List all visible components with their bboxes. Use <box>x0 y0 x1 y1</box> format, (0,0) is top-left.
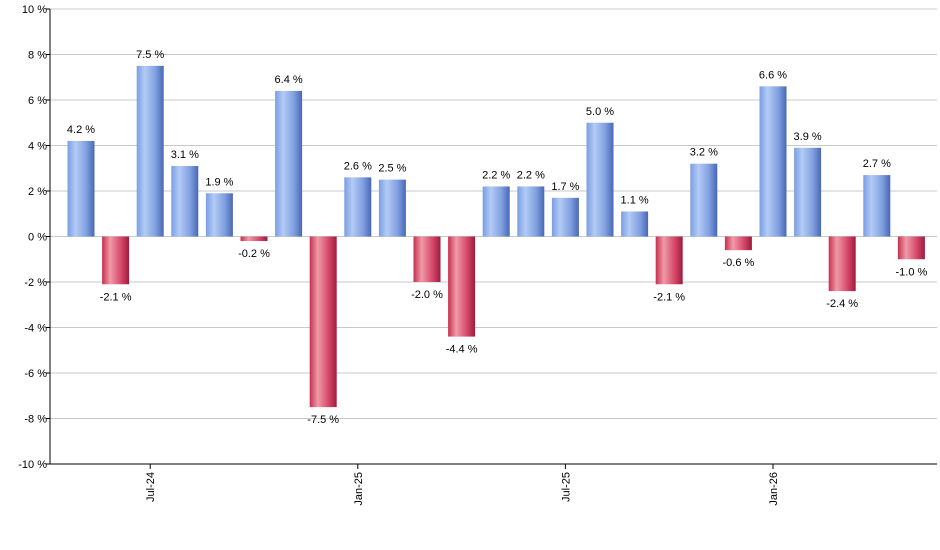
bar <box>378 179 406 237</box>
bar <box>690 163 718 237</box>
data-label: 1.7 % <box>551 181 579 193</box>
data-label: -1.0 % <box>896 266 928 278</box>
bar <box>102 236 130 285</box>
data-label: 2.2 % <box>517 169 545 181</box>
data-label: 1.9 % <box>205 176 233 188</box>
data-label: 2.2 % <box>482 169 510 181</box>
data-label: 2.6 % <box>344 160 372 172</box>
data-label: -0.2 % <box>238 248 270 260</box>
y-tick-label: -8 % <box>24 414 47 426</box>
bar <box>136 65 164 237</box>
data-label: -0.6 % <box>723 257 755 269</box>
data-label: -4.4 % <box>446 344 478 356</box>
bar <box>67 140 95 237</box>
y-tick-label: 2 % <box>28 186 47 198</box>
data-label: -7.5 % <box>307 414 339 426</box>
bar <box>828 236 856 292</box>
data-label: -2.1 % <box>653 291 685 303</box>
data-label: 6.4 % <box>275 74 303 86</box>
data-label: 6.6 % <box>759 69 787 81</box>
bar <box>863 175 891 237</box>
data-label: 2.5 % <box>378 163 406 175</box>
bar <box>309 236 337 408</box>
y-tick-label: -10 % <box>18 459 47 471</box>
data-label: 2.7 % <box>863 158 891 170</box>
bar <box>621 211 649 237</box>
y-tick-label: 6 % <box>28 95 47 107</box>
data-label: 7.5 % <box>136 49 164 61</box>
data-label: 5.0 % <box>586 106 614 118</box>
bar <box>794 147 822 237</box>
data-label: 3.9 % <box>794 131 822 143</box>
y-tick-label: 10 % <box>22 4 47 16</box>
bars <box>67 65 925 408</box>
bar <box>171 165 199 237</box>
x-tick-label: Jan-25 <box>353 472 365 506</box>
axes <box>49 9 937 465</box>
y-axis-tick-labels: -10 % -8 % -6 % -4 % -2 % 0 % 2 % 4 % 6 % 8 % 10 % <box>18 4 47 471</box>
x-tick-label: Jan-26 <box>768 472 780 506</box>
x-tick-label: Jul-25 <box>560 472 572 502</box>
data-label: 1.1 % <box>621 194 649 206</box>
bar <box>897 236 925 260</box>
bar <box>275 90 303 237</box>
x-tick-label: Jul-24 <box>145 472 157 502</box>
y-tick-label: 4 % <box>28 141 47 153</box>
y-tick-label: -2 % <box>24 277 47 289</box>
bar <box>517 186 545 237</box>
y-tick-label: -4 % <box>24 323 47 335</box>
bar <box>551 197 579 237</box>
bar <box>759 86 787 237</box>
bar <box>240 236 268 242</box>
bar <box>482 186 510 237</box>
bar <box>413 236 441 282</box>
bar <box>205 193 233 237</box>
bar <box>344 177 372 237</box>
data-label: 4.2 % <box>67 124 95 136</box>
data-label: -2.4 % <box>826 298 858 310</box>
bar <box>655 236 683 285</box>
y-tick-label: 8 % <box>28 50 47 62</box>
data-label: 3.1 % <box>171 149 199 161</box>
y-tick-label: -6 % <box>24 368 47 380</box>
data-labels: 4.2 % -2.1 % 7.5 % 3.1 % 1.9 % -0.2 % 6.4 % -7.… <box>67 49 928 426</box>
bar <box>448 236 476 337</box>
data-label: 3.2 % <box>690 147 718 159</box>
data-label: -2.1 % <box>100 291 132 303</box>
x-axis-tick-labels: Jul-24 Jan-25 Jul-25 Jan-26 <box>145 464 780 506</box>
y-tick-label: 0 % <box>28 232 47 244</box>
data-label: -2.0 % <box>411 289 443 301</box>
bar <box>724 236 752 251</box>
bar <box>586 122 614 237</box>
